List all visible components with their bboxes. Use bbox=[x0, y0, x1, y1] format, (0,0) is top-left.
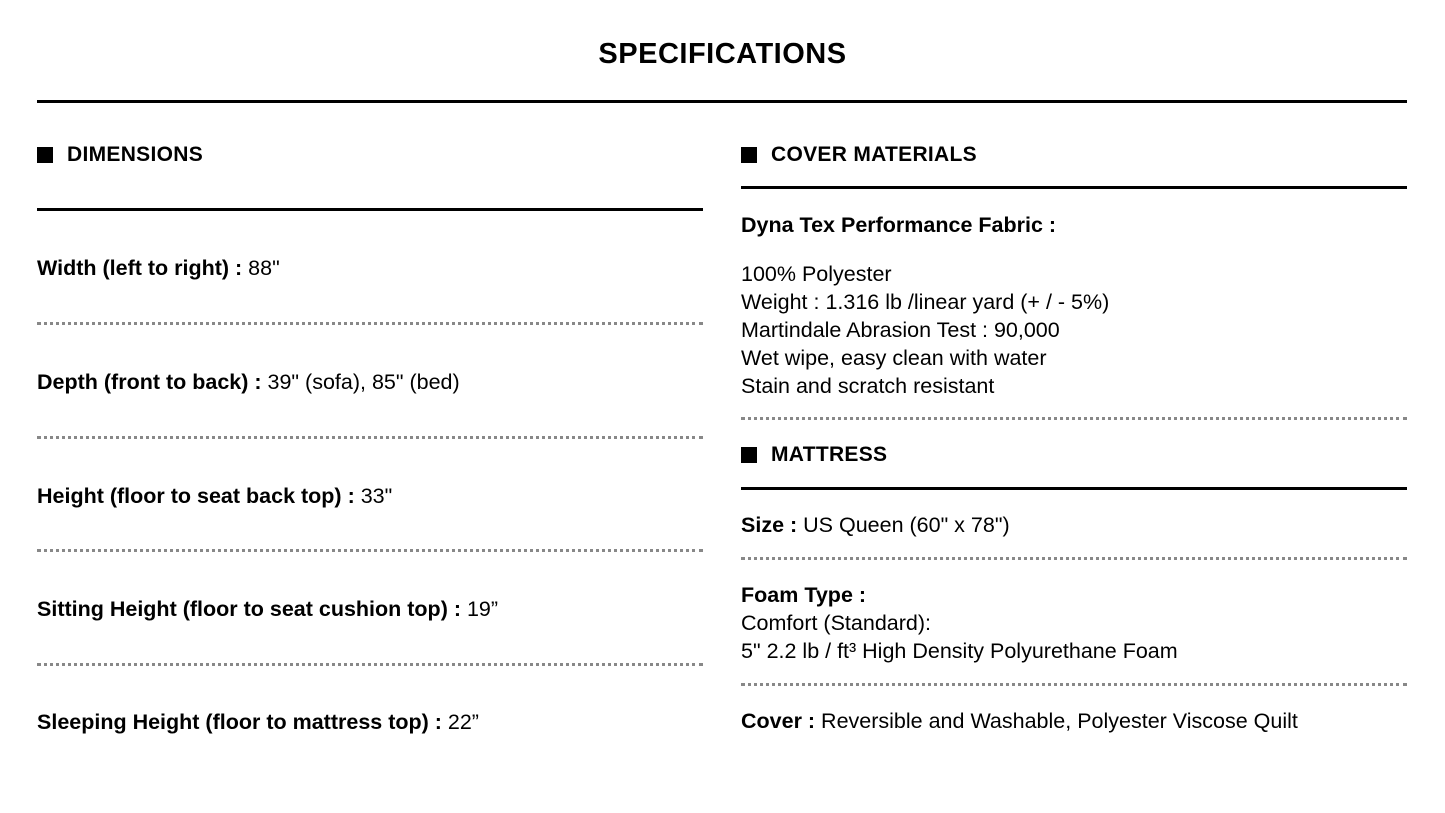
cover-materials-heading-text: COVER MATERIALS bbox=[771, 143, 977, 166]
row-label: Cover : bbox=[741, 709, 816, 733]
row-value: US Queen (60" x 78") bbox=[797, 513, 1010, 537]
row-value: 33" bbox=[354, 484, 393, 508]
dotted-divider bbox=[37, 322, 703, 325]
mattress-heading-text: MATTRESS bbox=[771, 443, 888, 466]
fabric-details: 100% Polyester Weight : 1.316 lb /linear… bbox=[741, 260, 1109, 400]
dimension-row-sleeping-height: Sleeping Height (floor to mattress top) … bbox=[37, 708, 479, 736]
row-value: 39" (sofa), 85" (bed) bbox=[261, 370, 460, 394]
dimensions-divider bbox=[37, 208, 703, 211]
mattress-heading: MATTRESS bbox=[741, 442, 887, 468]
page-title: SPECIFICATIONS bbox=[598, 38, 847, 70]
mattress-divider bbox=[741, 487, 1407, 490]
dimension-row-depth: Depth (front to back) : 39" (sofa), 85" … bbox=[37, 368, 460, 396]
row-value: Reversible and Washable, Polyester Visco… bbox=[815, 709, 1298, 733]
mattress-size: Size : US Queen (60" x 78") bbox=[741, 511, 1010, 539]
row-label: Foam Type : bbox=[741, 583, 867, 607]
square-bullet-icon bbox=[741, 447, 757, 463]
dotted-divider bbox=[37, 549, 703, 552]
dimension-row-sitting-height: Sitting Height (floor to seat cushion to… bbox=[37, 595, 498, 623]
row-label: Sitting Height (floor to seat cushion to… bbox=[37, 597, 461, 621]
fabric-label: Dyna Tex Performance Fabric : bbox=[741, 211, 1056, 239]
foam-line: Comfort (Standard): bbox=[741, 611, 931, 635]
row-value: 19” bbox=[461, 597, 499, 621]
fabric-line: Wet wipe, easy clean with water bbox=[741, 346, 1047, 370]
dotted-divider bbox=[37, 663, 703, 666]
square-bullet-icon bbox=[741, 147, 757, 163]
dimensions-heading: DIMENSIONS bbox=[37, 142, 203, 168]
row-value: 88" bbox=[242, 256, 280, 280]
dimension-row-width: Width (left to right) : 88" bbox=[37, 254, 280, 282]
dimensions-heading-text: DIMENSIONS bbox=[67, 143, 204, 166]
mattress-cover: Cover : Reversible and Washable, Polyest… bbox=[741, 707, 1298, 735]
row-label: Width (left to right) : bbox=[37, 256, 243, 280]
dimension-row-height: Height (floor to seat back top) : 33" bbox=[37, 482, 392, 510]
row-value: 22” bbox=[441, 710, 479, 734]
fabric-line: Weight : 1.316 lb /linear yard (+ / - 5%… bbox=[741, 290, 1110, 314]
fabric-label-text: Dyna Tex Performance Fabric : bbox=[741, 213, 1057, 237]
fabric-line: Martindale Abrasion Test : 90,000 bbox=[741, 318, 1060, 342]
square-bullet-icon bbox=[37, 147, 53, 163]
row-label: Size : bbox=[741, 513, 798, 537]
row-label: Height (floor to seat back top) : bbox=[37, 484, 355, 508]
cover-materials-divider bbox=[741, 186, 1407, 189]
dotted-divider bbox=[741, 417, 1407, 420]
fabric-line: 100% Polyester bbox=[741, 262, 892, 286]
dotted-divider bbox=[37, 436, 703, 439]
foam-line: 5" 2.2 lb / ft³ High Density Polyurethan… bbox=[741, 639, 1178, 663]
row-label: Depth (front to back) : bbox=[37, 370, 262, 394]
row-label: Sleeping Height (floor to mattress top) … bbox=[37, 710, 442, 734]
dotted-divider bbox=[741, 557, 1407, 560]
mattress-foam: Foam Type : Comfort (Standard): 5" 2.2 l… bbox=[741, 581, 1178, 665]
fabric-line: Stain and scratch resistant bbox=[741, 374, 995, 398]
title-divider bbox=[37, 100, 1407, 103]
dotted-divider bbox=[741, 683, 1407, 686]
cover-materials-heading: COVER MATERIALS bbox=[741, 142, 977, 168]
